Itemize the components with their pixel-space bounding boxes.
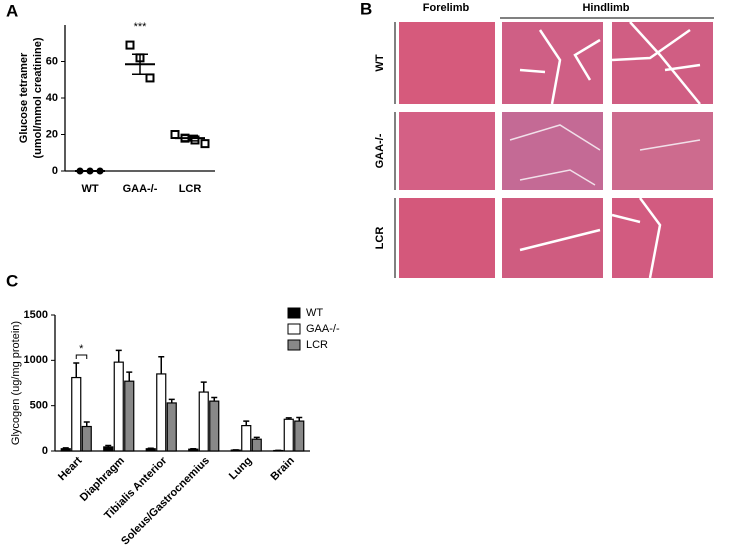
significance-bracket [75, 354, 88, 360]
tissue-gap [509, 124, 701, 186]
x-tick-label: Soleus/Gastrocnemius [119, 455, 212, 547]
annotation: * [79, 343, 84, 355]
error-bar [200, 381, 207, 393]
column-header: Hindlimb [582, 2, 629, 14]
error-bar [158, 355, 165, 374]
bar [124, 380, 135, 452]
error-bar [296, 416, 303, 422]
row-header: GAA-/- [374, 133, 386, 168]
bar [71, 376, 82, 452]
x-tick-label: Brain [269, 454, 298, 483]
micrograph [399, 22, 495, 104]
bar [166, 402, 177, 452]
bar [230, 449, 241, 452]
x-tick-label: LCR [179, 183, 202, 195]
x-tick-label: WT [81, 183, 98, 195]
error-bar [211, 396, 218, 402]
panel-label: A [6, 1, 18, 20]
row-header: WT [374, 54, 386, 71]
y-tick-label: 1000 [24, 354, 48, 366]
bar [198, 391, 209, 452]
error-bar [73, 362, 80, 378]
panel-label: B [360, 0, 372, 18]
error-bar [243, 420, 250, 426]
legend-label: GAA-/- [306, 323, 340, 335]
x-tick-label: GAA-/- [123, 183, 158, 195]
micrograph [399, 112, 495, 190]
y-tick-label: 40 [46, 92, 58, 104]
micrograph [612, 112, 713, 190]
data-point [170, 130, 180, 139]
legend-swatch [287, 307, 301, 319]
bar [156, 373, 167, 452]
error-bar [126, 371, 133, 382]
data-point [125, 40, 135, 50]
y-tick-label: 0 [52, 165, 58, 177]
y-axis-label: Glycogen (ug/mg protein) [10, 321, 22, 445]
histology-panel: Forelimb Hindlimb WT GAA-/- LCR [374, 2, 714, 279]
micrographs [399, 21, 713, 279]
error-bar [168, 398, 175, 403]
annotation: *** [134, 21, 148, 33]
bar [294, 420, 305, 452]
error-bar [132, 53, 148, 76]
y-axis-label: Glucose tetramer [18, 52, 30, 143]
bar [145, 448, 156, 452]
data-point [190, 135, 200, 145]
legend-label: WT [306, 307, 323, 319]
data-point [200, 139, 210, 149]
y-tick-label: 1500 [24, 309, 48, 321]
micrograph [502, 22, 603, 104]
bar [283, 418, 294, 452]
micrograph [502, 198, 603, 278]
y-tick-label: 60 [46, 55, 58, 67]
bar [209, 400, 220, 452]
micrograph [502, 112, 603, 190]
y-tick-label: 500 [30, 400, 48, 412]
column-header: Forelimb [423, 2, 470, 14]
y-tick-label: 0 [42, 445, 48, 457]
bar [251, 438, 262, 452]
bar [60, 448, 71, 452]
panel-label: C [6, 271, 18, 290]
legend-label: LCR [306, 339, 328, 351]
tissue-gap [519, 21, 701, 279]
y-axis-label: (umol/mmol creatinine) [32, 37, 44, 158]
legend-swatch [287, 339, 301, 351]
micrograph [612, 198, 713, 278]
legend-swatch [287, 323, 301, 335]
error-bar [83, 421, 90, 427]
bar [113, 361, 124, 452]
micrograph [399, 198, 495, 278]
x-tick-label: Lung [227, 455, 254, 482]
bar [241, 425, 252, 452]
data-point [145, 73, 155, 83]
row-header: LCR [374, 227, 386, 250]
x-tick-label: Heart [56, 454, 85, 483]
bar [188, 448, 199, 452]
micrograph [612, 22, 713, 104]
bar [81, 425, 92, 452]
error-bar [182, 134, 198, 142]
error-bar [115, 349, 122, 363]
y-tick-label: 20 [46, 128, 58, 140]
bar [103, 446, 114, 452]
